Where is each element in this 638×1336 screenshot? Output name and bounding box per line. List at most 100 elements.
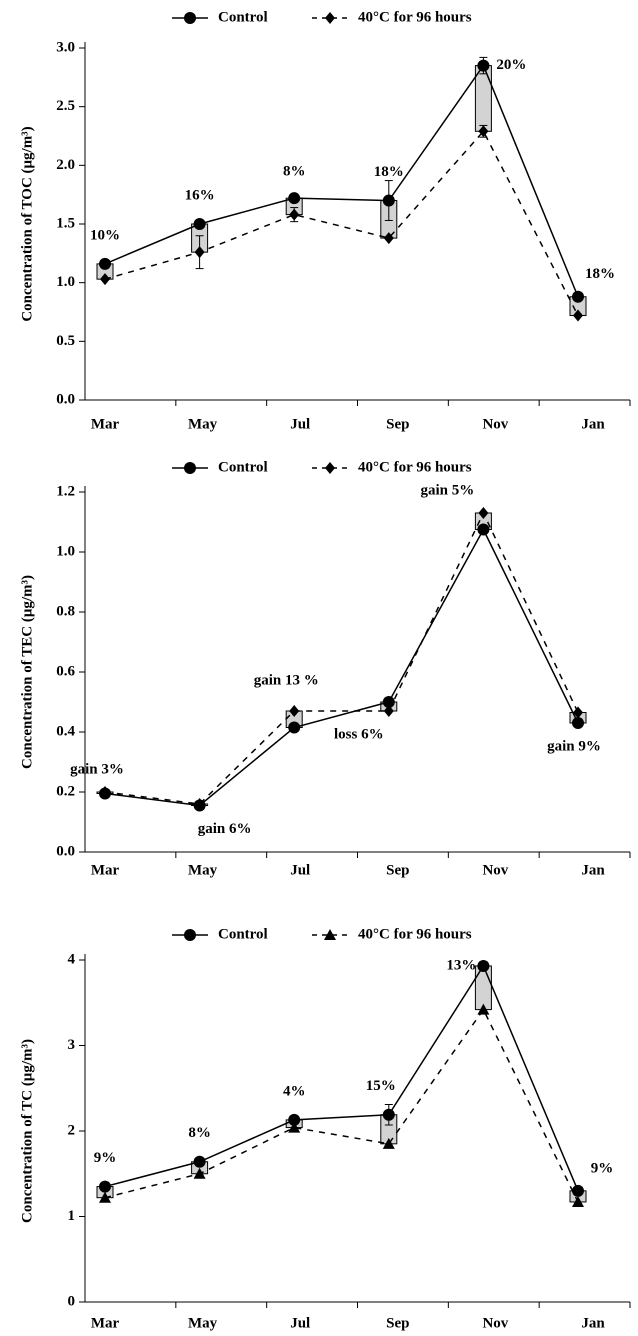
marker — [477, 523, 490, 536]
annotation: 18% — [374, 164, 404, 180]
marker — [288, 192, 301, 205]
marker — [193, 1155, 206, 1168]
marker — [194, 246, 205, 259]
x-tick-label: Nov — [482, 862, 508, 878]
marker — [477, 1003, 490, 1015]
marker — [99, 1191, 111, 1203]
difference-box — [474, 65, 492, 132]
annotation: 8% — [283, 164, 306, 180]
x-tick-label: May — [188, 416, 218, 432]
x-tick-label: Jan — [581, 1315, 605, 1331]
annotation: 9% — [591, 1160, 614, 1176]
series-line — [104, 527, 579, 807]
marker — [572, 1184, 584, 1197]
x-tick-label: Jan — [581, 416, 605, 432]
x-tick-label: Jan — [581, 862, 605, 878]
annotation: 9% — [94, 1150, 117, 1166]
marker — [572, 290, 584, 303]
y-tick-label: 0.4 — [56, 723, 75, 739]
y-tick-label: 0.6 — [56, 663, 75, 679]
y-tick-label: 0.2 — [56, 783, 75, 799]
difference-box — [474, 965, 492, 1011]
y-tick-label: 2 — [68, 1122, 76, 1138]
x-tick-label: Mar — [91, 1315, 120, 1331]
x-tick-label: Sep — [386, 416, 409, 432]
marker — [184, 462, 196, 474]
annotation: gain 3% — [70, 761, 124, 777]
marker — [477, 959, 490, 972]
marker — [288, 1113, 301, 1126]
y-tick-label: 4 — [68, 951, 76, 967]
annotation: gain 9% — [547, 738, 601, 754]
x-tick-label: Mar — [91, 862, 120, 878]
y-tick-label: 3.0 — [56, 39, 75, 55]
x-tick-label: Jul — [290, 862, 310, 878]
marker — [99, 1180, 111, 1193]
marker — [193, 218, 206, 230]
marker — [572, 717, 584, 729]
legend-label: 40°C for 96 hours — [358, 459, 472, 475]
x-tick-label: May — [188, 862, 218, 878]
marker — [288, 721, 301, 734]
annotation: 8% — [188, 1125, 211, 1141]
marker — [573, 309, 583, 322]
marker — [194, 798, 205, 810]
marker — [478, 125, 489, 138]
marker — [382, 1108, 395, 1121]
y-axis-label: Concentration of TOC (μg/m³) — [19, 126, 35, 321]
annotation: gain 6% — [198, 821, 252, 837]
series-line — [104, 129, 579, 316]
marker — [382, 194, 395, 207]
marker — [100, 273, 110, 286]
annotation: gain 13 % — [254, 672, 319, 688]
annotation: 13% — [446, 957, 476, 973]
y-tick-label: 1.5 — [56, 215, 75, 231]
legend-label: 40°C for 96 hours — [358, 926, 472, 942]
marker — [193, 1167, 206, 1179]
y-tick-label: 2.0 — [56, 157, 75, 173]
y-tick-label: 0.0 — [56, 391, 75, 407]
y-tick-label: 1.0 — [56, 543, 75, 559]
legend-label: Control — [218, 459, 268, 475]
marker — [184, 12, 196, 24]
x-tick-label: Nov — [482, 1315, 508, 1331]
marker — [325, 462, 335, 474]
x-tick-label: Mar — [91, 416, 120, 432]
series-line — [104, 1008, 579, 1203]
x-tick-label: Sep — [386, 862, 409, 878]
series-line — [104, 964, 579, 1192]
marker — [99, 257, 111, 270]
y-axis-label: Concentration of TEC (μg/m³) — [19, 575, 35, 769]
marker — [288, 1121, 301, 1133]
x-tick-label: Jul — [290, 1315, 310, 1331]
y-tick-label: 1.0 — [56, 274, 75, 290]
annotation: 15% — [366, 1078, 396, 1094]
marker — [184, 929, 196, 941]
annotation: 4% — [283, 1083, 306, 1099]
x-tick-label: Jul — [290, 416, 310, 432]
marker — [478, 507, 489, 519]
legend-label: Control — [218, 926, 268, 942]
y-axis-label: Concentration of TC (μg/m³) — [19, 1039, 35, 1223]
marker — [383, 232, 394, 245]
legend-label: 40°C for 96 hours — [358, 9, 472, 25]
marker — [324, 929, 336, 940]
y-tick-label: 0.8 — [56, 603, 75, 619]
x-tick-label: Sep — [386, 1315, 409, 1331]
marker — [572, 1195, 584, 1207]
series-line — [104, 511, 579, 805]
y-tick-label: 1.2 — [56, 483, 75, 499]
x-tick-label: Nov — [482, 416, 508, 432]
annotation: 10% — [90, 227, 120, 243]
marker — [573, 706, 583, 719]
annotation: loss 6% — [334, 726, 384, 742]
series-line — [104, 64, 579, 298]
y-tick-label: 0.0 — [56, 843, 75, 859]
marker — [383, 705, 394, 717]
y-tick-label: 0 — [68, 1293, 76, 1309]
annotation: gain 5% — [421, 482, 475, 498]
y-tick-label: 3 — [68, 1037, 76, 1053]
annotation: 18% — [585, 266, 615, 282]
y-tick-label: 2.5 — [56, 98, 75, 114]
